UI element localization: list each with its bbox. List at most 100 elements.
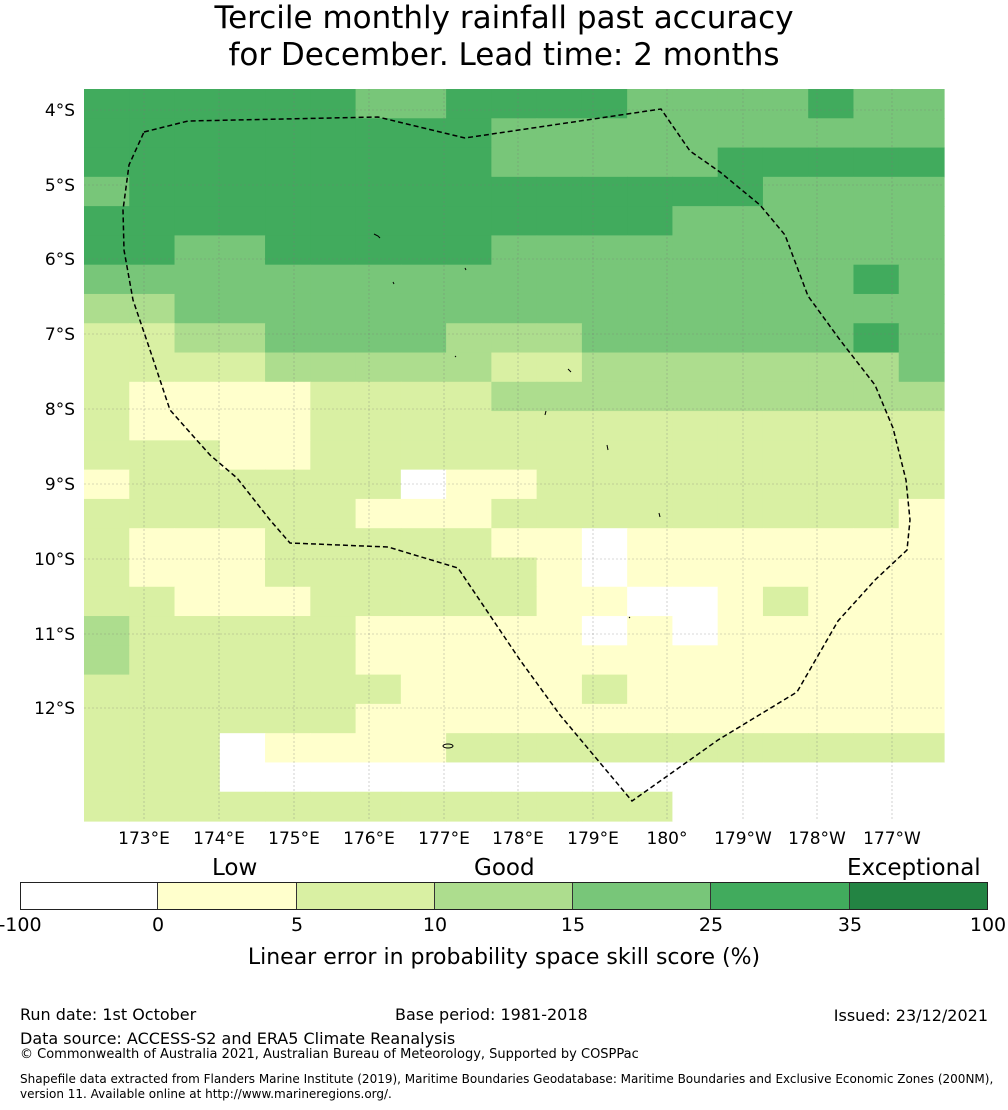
grid-cell	[446, 791, 492, 822]
grid-cell	[717, 703, 764, 734]
grid-cell	[808, 176, 855, 207]
grid-cell	[355, 557, 402, 588]
grid-cell	[446, 293, 492, 324]
grid-cell	[84, 235, 130, 266]
grid-cell	[84, 206, 130, 236]
grid-cell	[491, 440, 538, 471]
grid-cell	[129, 674, 176, 705]
grid-cell	[219, 206, 266, 236]
grid-cell	[446, 381, 492, 412]
grid-cell	[536, 791, 583, 822]
grid-cell	[853, 323, 900, 354]
grid-cell	[717, 147, 764, 178]
grid-cell	[808, 557, 855, 588]
grid-cell	[174, 762, 221, 793]
grid-cell	[717, 557, 764, 588]
grid-cell	[898, 498, 945, 529]
colorbar-segment	[158, 882, 297, 910]
grid-cell	[672, 352, 719, 383]
grid-cell	[762, 557, 809, 588]
lon-label: 175°E	[268, 829, 320, 849]
grid-cell	[898, 323, 945, 354]
colorbar-tick: 0	[151, 914, 165, 936]
grid-cell	[219, 264, 266, 295]
grid-cell	[581, 118, 628, 149]
lon-label: 173°E	[118, 829, 170, 849]
grid-cell	[581, 557, 628, 588]
grid-cell	[174, 557, 221, 588]
skill-grid	[84, 89, 945, 822]
grid-cell	[627, 733, 674, 764]
grid-cell	[129, 176, 176, 207]
grid-cell	[717, 528, 764, 559]
grid-cell	[400, 352, 447, 383]
grid-cell	[310, 411, 357, 441]
colorbar-tick: -100	[0, 914, 42, 936]
grid-cell	[898, 381, 945, 412]
colorbar-segment	[20, 882, 158, 910]
grid-cell	[536, 674, 583, 705]
grid-cell	[672, 381, 719, 412]
grid-cell	[762, 440, 809, 471]
grid-cell	[717, 674, 764, 705]
grid-cell	[84, 411, 130, 441]
grid-cell	[717, 440, 764, 471]
grid-cell	[400, 264, 447, 295]
grid-cell	[808, 674, 855, 705]
grid-cell	[627, 469, 674, 500]
map-title-line-2: for December. Lead time: 2 months	[228, 37, 780, 73]
grid-cell	[219, 498, 266, 529]
grid-cell	[536, 528, 583, 559]
grid-cell	[581, 264, 628, 295]
grid-cell	[219, 703, 266, 734]
grid-cell	[898, 762, 945, 793]
grid-cell	[310, 498, 357, 529]
lat-label: 9°S	[45, 475, 75, 495]
grid-cell	[581, 206, 628, 236]
grid-cell	[491, 791, 538, 822]
grid-cell	[853, 118, 900, 149]
lat-label: 11°S	[34, 625, 75, 645]
grid-cell	[762, 733, 809, 764]
grid-cell	[762, 323, 809, 354]
grid-cell	[219, 733, 266, 764]
skill-score-map: 4°S 5°S 6°S 7°S 8°S 9°S 10°S 11°S 12°S 1…	[34, 89, 945, 849]
grid-cell	[310, 206, 357, 236]
colorbar-tick: 25	[698, 914, 724, 936]
grid-cell	[672, 118, 719, 149]
grid-cell	[762, 206, 809, 236]
map-title-line-1: Tercile monthly rainfall past accuracy	[214, 0, 794, 36]
grid-cell	[536, 733, 583, 764]
grid-cell	[717, 586, 764, 617]
grid-cell	[853, 147, 900, 178]
colorbar-tick: 15	[560, 914, 586, 936]
grid-cell	[265, 762, 311, 793]
grid-cell	[536, 469, 583, 500]
colorbar-tick: 100	[969, 914, 1007, 936]
grid-cell	[536, 498, 583, 529]
grid-cell	[265, 89, 311, 119]
grid-cell	[310, 733, 357, 764]
grid-cell	[808, 791, 855, 822]
grid-cell	[808, 498, 855, 529]
grid-cell	[491, 674, 538, 705]
grid-cell	[853, 616, 900, 646]
grid-cell	[129, 293, 176, 324]
grid-cell	[898, 118, 945, 149]
grid-cell	[672, 586, 719, 617]
grid-cell	[174, 733, 221, 764]
grid-cell	[853, 293, 900, 324]
grid-cell	[446, 206, 492, 236]
colorbar-tick: 5	[290, 914, 304, 936]
grid-cell	[491, 498, 538, 529]
grid-cell	[536, 118, 583, 149]
grid-cell	[84, 616, 130, 646]
grid-cell	[491, 352, 538, 383]
grid-cell	[491, 733, 538, 764]
grid-cell	[129, 352, 176, 383]
grid-cell	[898, 147, 945, 178]
grid-cell	[762, 293, 809, 324]
lon-label: 177°E	[418, 829, 470, 849]
grid-cell	[174, 791, 221, 822]
grid-cell	[853, 733, 900, 764]
